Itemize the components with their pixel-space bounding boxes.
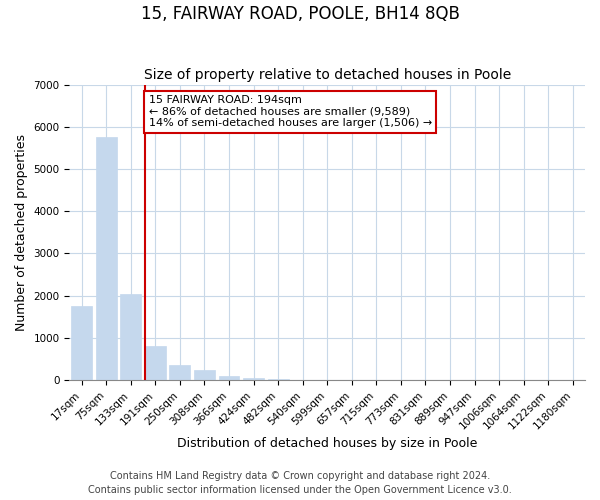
Bar [121,294,141,380]
Bar [71,306,92,380]
X-axis label: Distribution of detached houses by size in Poole: Distribution of detached houses by size … [177,437,478,450]
Text: 15 FAIRWAY ROAD: 194sqm
← 86% of detached houses are smaller (9,589)
14% of semi: 15 FAIRWAY ROAD: 194sqm ← 86% of detache… [149,95,432,128]
Bar [96,138,116,380]
Bar [268,379,289,380]
Y-axis label: Number of detached properties: Number of detached properties [15,134,28,331]
Title: Size of property relative to detached houses in Poole: Size of property relative to detached ho… [143,68,511,82]
Bar [218,376,239,380]
Text: 15, FAIRWAY ROAD, POOLE, BH14 8QB: 15, FAIRWAY ROAD, POOLE, BH14 8QB [140,5,460,23]
Bar [194,370,215,380]
Bar [169,364,190,380]
Text: Contains HM Land Registry data © Crown copyright and database right 2024.
Contai: Contains HM Land Registry data © Crown c… [88,471,512,495]
Bar [243,378,264,380]
Bar [145,346,166,380]
